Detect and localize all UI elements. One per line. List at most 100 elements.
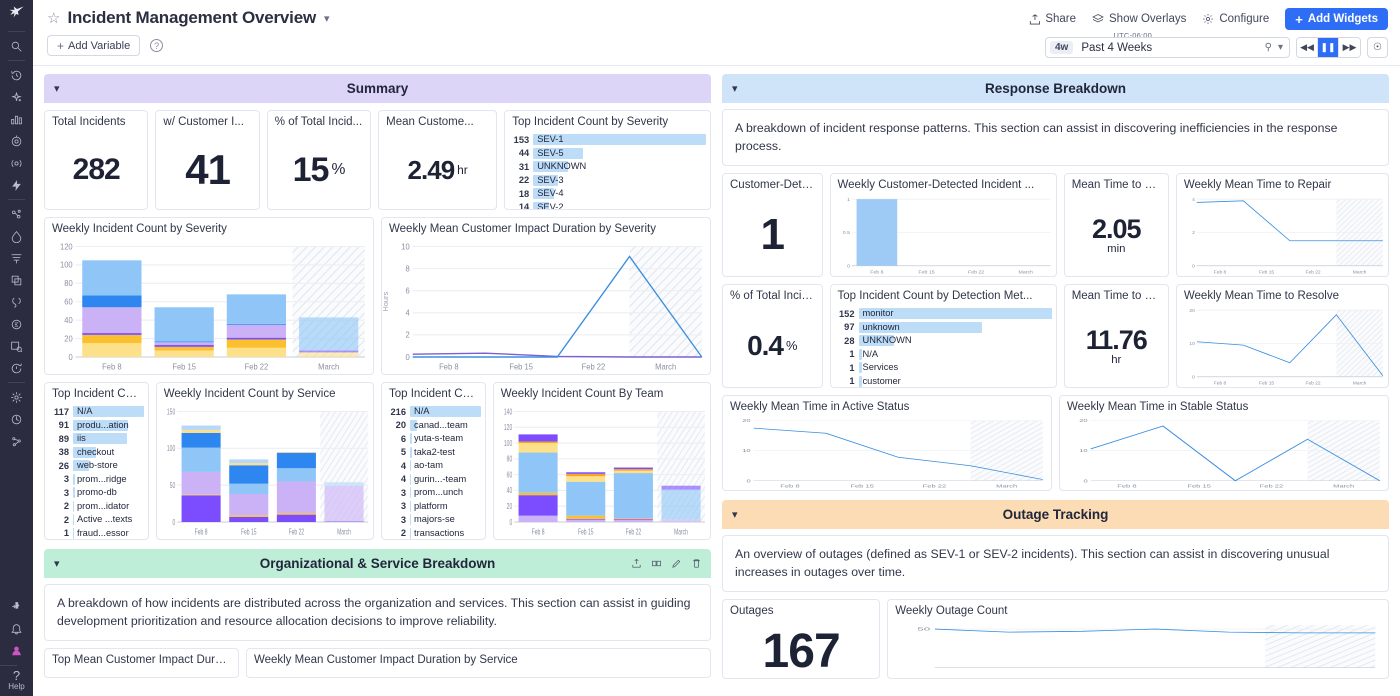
forward-button[interactable]: ▶▶ — [1339, 38, 1360, 57]
help-button[interactable]: ? Help — [0, 668, 33, 692]
toplist-row[interactable]: 152 monitor — [833, 307, 1052, 321]
edit-icon[interactable] — [671, 558, 682, 569]
toplist-row[interactable]: 2 prom...idator — [47, 500, 144, 514]
configure-button[interactable]: Configure — [1202, 13, 1269, 25]
widget-with-customer-impact[interactable]: w/ Customer I... 41 — [155, 110, 260, 210]
add-widgets-button[interactable]: + Add Widgets — [1285, 8, 1388, 30]
rewind-button[interactable]: ◀◀ — [1297, 38, 1318, 57]
toplist-row[interactable]: 1 fraud...essor — [47, 527, 144, 540]
zoom-out-button[interactable]: ☉ — [1367, 37, 1388, 58]
widget-weekly-incident-count-by-severity[interactable]: Weekly Incident Count by Severity 0 20 40 6… — [44, 217, 374, 375]
widget-total-incidents[interactable]: Total Incidents 282 — [44, 110, 149, 210]
group-summary-header[interactable]: ▾ Summary — [44, 74, 711, 103]
incidents-icon[interactable] — [0, 357, 33, 379]
time-range-picker[interactable]: 4w Past 4 Weeks ⚲ ▾ — [1045, 37, 1290, 58]
service-map-icon[interactable] — [0, 203, 33, 225]
chevron-down-icon[interactable]: ▾ — [54, 558, 60, 570]
toplist-row[interactable]: 1 customer — [833, 374, 1052, 387]
history-icon[interactable] — [0, 64, 33, 86]
add-variable-button[interactable]: + Add Variable — [47, 35, 141, 56]
widget-mean-customer-impact[interactable]: Mean Custome... 2.49 hr — [378, 110, 498, 210]
widget-mean-time-to-repair[interactable]: Mean Time to R... 2.05 min — [1063, 172, 1169, 277]
widget-top-mean-impact-by-service[interactable]: Top Mean Customer Impact Duratio... — [44, 647, 239, 678]
widget-weekly-incident-count-by-service[interactable]: Weekly Incident Count by Service 0 50 100 1… — [155, 382, 374, 540]
notebooks-icon[interactable] — [0, 335, 33, 357]
ci-icon[interactable] — [0, 386, 33, 408]
toplist-row[interactable]: 26 web-store — [47, 459, 144, 473]
star-icon[interactable]: ☆ — [47, 10, 61, 27]
widget-outages[interactable]: Outages 167 — [722, 598, 881, 679]
toplist-row[interactable]: 2 transactions — [384, 527, 481, 540]
pause-button[interactable]: ❚❚ — [1318, 38, 1339, 57]
widget-weekly-mean-time-to-resolve[interactable]: Weekly Mean Time to Resolve 0 10 20 Feb 8 Fe… — [1175, 283, 1389, 388]
toplist-row[interactable]: 38 checkout — [47, 446, 144, 460]
widget-pct-total-incidents[interactable]: % of Total Incid... 15 % — [266, 110, 372, 210]
widget-weekly-mean-time-active-status[interactable]: Weekly Mean Time in Active Status 0 10 20 F… — [722, 394, 1052, 491]
logs-icon[interactable] — [0, 225, 33, 247]
export-icon[interactable] — [631, 558, 642, 569]
watchdog-icon[interactable] — [0, 86, 33, 108]
toplist-row[interactable]: 20 canad...team — [384, 419, 481, 433]
widget-weekly-incident-count-by-team[interactable]: Weekly Incident Count By Team 0 20 40 60 80 1… — [492, 382, 711, 540]
workflows-icon[interactable] — [0, 430, 33, 452]
group-organizational-header[interactable]: ▾ Organizational & Service Breakdown — [44, 549, 711, 578]
group-response-header[interactable]: ▾ Response Breakdown — [722, 74, 1389, 103]
chevron-down-icon[interactable]: ▾ — [323, 12, 330, 25]
toplist-row[interactable]: 117 N/A — [47, 405, 144, 419]
widget-weekly-outage-count[interactable]: Weekly Outage Count 50 — [887, 598, 1389, 679]
toplist-row[interactable]: 97 unknown — [833, 320, 1052, 334]
chevron-down-icon[interactable]: ▾ — [54, 83, 60, 95]
toplist-row[interactable]: 5 taka2-test — [384, 446, 481, 460]
toplist-row[interactable]: 31 UNKNOWN — [507, 160, 706, 174]
show-overlays-button[interactable]: Show Overlays — [1092, 13, 1186, 25]
user-avatar-icon[interactable] — [0, 640, 33, 662]
toplist-row[interactable]: 22 SEV-3 — [507, 174, 706, 188]
toplist-row[interactable]: 1 Services — [833, 361, 1052, 375]
notifications-icon[interactable] — [0, 618, 33, 640]
trash-icon[interactable] — [691, 558, 702, 569]
toplist-row[interactable]: 89 iis — [47, 432, 144, 446]
toplist-row[interactable]: 6 yuta-s-team — [384, 432, 481, 446]
toplist-row[interactable]: 3 prom...ridge — [47, 473, 144, 487]
dashboards-icon[interactable] — [0, 108, 33, 130]
toplist-row[interactable]: 4 gurin...-team — [384, 473, 481, 487]
toplist-row[interactable]: 216 N/A — [384, 405, 481, 419]
toplist-row[interactable]: 14 SEV-2 — [507, 201, 706, 209]
profiler-icon[interactable] — [0, 313, 33, 335]
widget-weekly-mean-impact-by-service[interactable]: Weekly Mean Customer Impact Duration by … — [245, 647, 711, 678]
widget-weekly-mean-impact-by-severity[interactable]: Weekly Mean Customer Impact Duration by … — [381, 217, 711, 375]
pin-icon[interactable]: ⚲ — [1264, 42, 1272, 53]
synthetics-icon[interactable] — [0, 291, 33, 313]
widget-top-incident-count-by-team[interactable]: Top Incident Co... 216 N/A 20 canad...team 6… — [381, 382, 486, 540]
toplist-row[interactable]: 3 promo-db — [47, 486, 144, 500]
widget-customer-detected[interactable]: Customer-Dete... 1 — [722, 172, 823, 277]
search-icon[interactable] — [0, 35, 33, 57]
events-icon[interactable] — [0, 174, 33, 196]
security-icon[interactable] — [0, 408, 33, 430]
group-outage-header[interactable]: ▾ Outage Tracking — [722, 499, 1389, 529]
toplist-row[interactable]: 1 N/A — [833, 347, 1052, 361]
toplist-row[interactable]: 44 SEV-5 — [507, 147, 706, 161]
infrastructure-icon[interactable] — [0, 247, 33, 269]
widget-weekly-mean-time-stable-status[interactable]: Weekly Mean Time in Stable Status 0 10 20 F… — [1059, 394, 1389, 491]
datadog-logo[interactable] — [0, 0, 33, 28]
toplist-row[interactable]: 3 platform — [384, 500, 481, 514]
widget-mean-time-to-resolve[interactable]: Mean Time to R... 11.76 hr — [1063, 283, 1169, 388]
widget-weekly-mean-time-to-repair[interactable]: Weekly Mean Time to Repair 0 2 4 Feb 8 Feb 1… — [1175, 172, 1389, 277]
toplist-row[interactable]: 3 prom...unch — [384, 486, 481, 500]
chevron-down-icon[interactable]: ▾ — [732, 83, 738, 95]
widget-top-incident-count-by-severity[interactable]: Top Incident Count by Severity 153 SEV-1 4… — [504, 110, 711, 210]
chevron-down-icon[interactable]: ▾ — [1277, 42, 1283, 53]
apm-icon[interactable] — [0, 152, 33, 174]
widget-top-incident-count-by-service[interactable]: Top Incident Co... 117 N/A 91 produ...ation… — [44, 382, 149, 540]
integrations-icon[interactable] — [0, 596, 33, 618]
monitors-icon[interactable] — [0, 130, 33, 152]
toplist-row[interactable]: 91 produ...ation — [47, 419, 144, 433]
toplist-row[interactable]: 2 Active ...texts — [47, 513, 144, 527]
share-button[interactable]: Share — [1028, 13, 1076, 25]
toplist-row[interactable]: 18 SEV-4 — [507, 187, 706, 201]
toplist-row[interactable]: 153 SEV-1 — [507, 133, 706, 147]
toplist-row[interactable]: 28 UNKNOWN — [833, 334, 1052, 348]
chevron-down-icon[interactable]: ▾ — [732, 508, 738, 521]
